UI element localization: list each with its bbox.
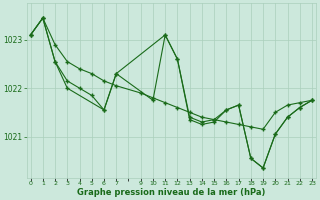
X-axis label: Graphe pression niveau de la mer (hPa): Graphe pression niveau de la mer (hPa): [77, 188, 266, 197]
